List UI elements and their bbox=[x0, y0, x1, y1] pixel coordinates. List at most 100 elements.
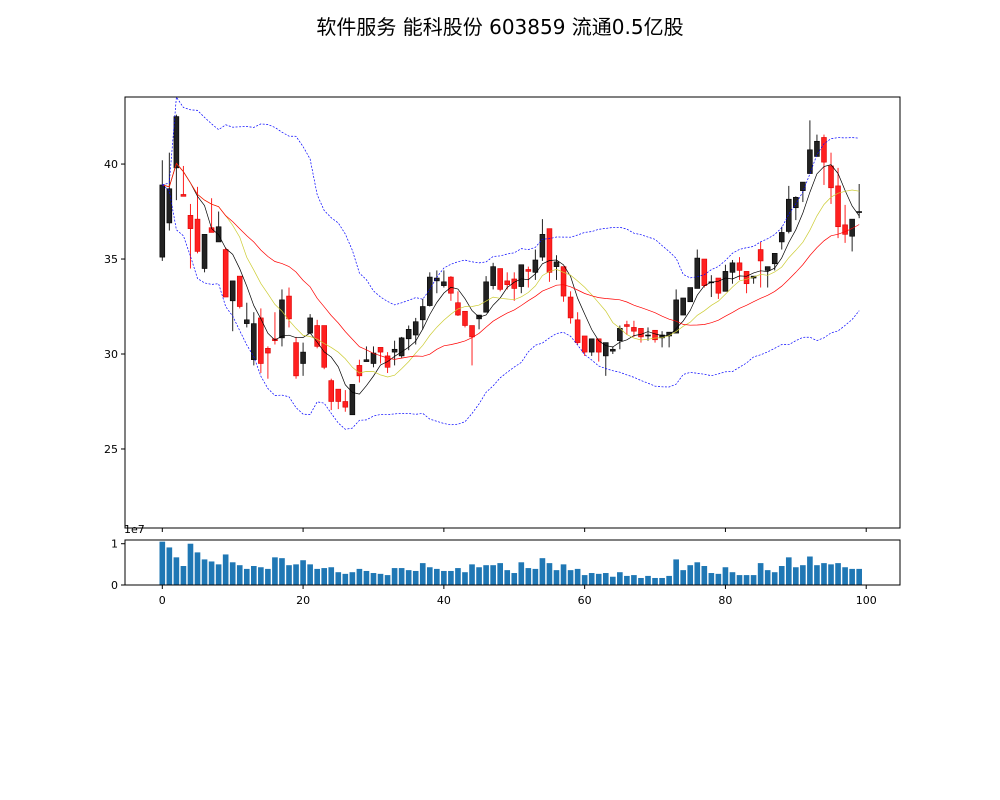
volume-bar bbox=[821, 563, 827, 585]
volume-bar bbox=[814, 565, 820, 585]
candle-body bbox=[419, 306, 426, 321]
x-tick-label: 100 bbox=[856, 594, 877, 607]
candle-body bbox=[342, 401, 349, 408]
volume-bar bbox=[729, 572, 736, 585]
candle-body bbox=[469, 325, 475, 338]
candle-body bbox=[743, 271, 750, 285]
ma-5-line bbox=[162, 162, 860, 395]
candle-body bbox=[166, 188, 173, 224]
candle-body bbox=[736, 262, 743, 271]
volume-bar bbox=[441, 570, 447, 585]
volume-bar bbox=[426, 567, 433, 585]
volume-bar bbox=[743, 575, 750, 585]
candle-body bbox=[729, 262, 736, 273]
candle-body bbox=[673, 299, 679, 334]
volume-bar bbox=[588, 573, 595, 585]
candle-body bbox=[588, 338, 595, 353]
volume-bar bbox=[349, 572, 356, 585]
x-tick-label: 60 bbox=[578, 594, 592, 607]
volume-bar bbox=[356, 568, 363, 585]
volume-bar bbox=[835, 563, 841, 585]
volume-bar bbox=[609, 576, 616, 585]
candle-body bbox=[405, 329, 412, 340]
volume-bar bbox=[764, 570, 771, 585]
volume-bar bbox=[469, 564, 475, 585]
volume-bar bbox=[581, 575, 588, 585]
candle-body bbox=[546, 228, 553, 273]
volume-bar bbox=[497, 563, 503, 585]
volume-bar bbox=[701, 566, 708, 585]
volume-bar bbox=[793, 567, 799, 585]
volume-bar bbox=[201, 559, 208, 585]
candle-body bbox=[849, 218, 855, 237]
volume-bar bbox=[511, 573, 518, 585]
volume-bar bbox=[321, 568, 328, 585]
volume-bar bbox=[849, 568, 855, 585]
volume-bar bbox=[617, 572, 623, 585]
volume-bar bbox=[574, 568, 581, 585]
volume-bar bbox=[258, 567, 264, 585]
candle-body bbox=[194, 218, 201, 252]
volume-bar bbox=[307, 564, 313, 585]
candle-body bbox=[504, 280, 510, 285]
x-tick-label: 40 bbox=[437, 594, 451, 607]
volume-bar bbox=[300, 560, 306, 585]
volume-bar bbox=[434, 568, 440, 585]
volume-bar bbox=[680, 570, 687, 585]
volume-bar bbox=[567, 570, 574, 585]
candle-body bbox=[258, 317, 264, 364]
volume-bar bbox=[293, 564, 299, 585]
volume-bar bbox=[638, 577, 644, 585]
volume-bar bbox=[715, 573, 722, 585]
volume-bar bbox=[180, 566, 187, 585]
candle-body bbox=[652, 329, 658, 341]
x-tick-label: 80 bbox=[718, 594, 732, 607]
volume-bar bbox=[476, 567, 482, 585]
volume-bar bbox=[208, 561, 215, 585]
y-tick-label: 30 bbox=[104, 348, 118, 361]
candle-body bbox=[321, 325, 327, 368]
volume-bar bbox=[187, 543, 194, 585]
candle-body bbox=[842, 224, 848, 235]
price-axes: 25 30 35 40 bbox=[104, 96, 901, 532]
volume-bar bbox=[314, 568, 320, 585]
candle-body bbox=[427, 276, 433, 306]
volume-bar bbox=[370, 573, 377, 585]
candle-body bbox=[694, 257, 701, 289]
volume-bar bbox=[504, 570, 511, 585]
candle-body bbox=[412, 321, 419, 336]
volume-bar bbox=[525, 568, 532, 585]
volume-axes: 010 20 40 60 80 100 bbox=[111, 538, 901, 607]
volume-y-tick-label: 1 bbox=[111, 538, 118, 551]
candle-body bbox=[265, 348, 271, 354]
bollinger-lower-20-line bbox=[162, 184, 860, 430]
candle-body bbox=[286, 295, 292, 320]
volume-bar bbox=[384, 575, 391, 585]
candle-body bbox=[800, 181, 806, 191]
volume-bar bbox=[490, 565, 496, 585]
candle-body bbox=[201, 234, 208, 269]
volume-bar bbox=[483, 565, 489, 585]
candle-body bbox=[187, 215, 194, 229]
candle-body bbox=[581, 335, 588, 353]
volume-bar bbox=[363, 570, 370, 585]
candle-body bbox=[680, 297, 686, 316]
candle-body bbox=[497, 268, 503, 290]
volume-bar bbox=[405, 570, 412, 585]
x-tick-label: 20 bbox=[296, 594, 310, 607]
volume-bar bbox=[243, 568, 250, 585]
volume-bar bbox=[736, 575, 743, 585]
candle-body bbox=[532, 259, 539, 273]
volume-bar bbox=[279, 558, 285, 585]
candle-body bbox=[793, 196, 799, 209]
volume-bar bbox=[455, 568, 461, 585]
candle-body bbox=[159, 184, 166, 258]
bollinger-upper-20-line bbox=[162, 96, 860, 306]
candle-body bbox=[483, 281, 489, 313]
candle-body bbox=[229, 280, 236, 302]
volume-bar bbox=[673, 559, 679, 585]
ma-20-line bbox=[162, 162, 860, 360]
candle-body bbox=[349, 384, 356, 416]
volume-bar bbox=[631, 575, 637, 585]
